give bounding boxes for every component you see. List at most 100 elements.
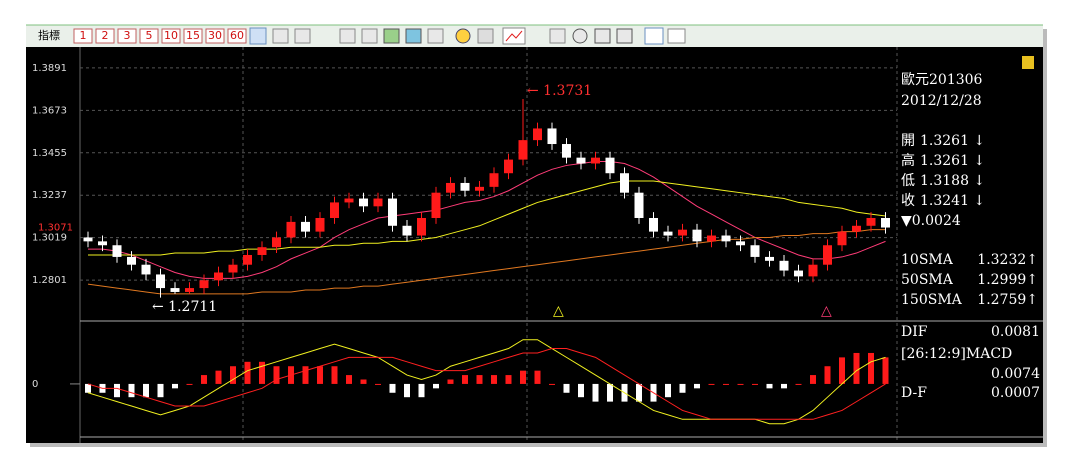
period-label[interactable]: 3 — [124, 29, 131, 42]
candle-body — [518, 140, 528, 160]
candle-body — [98, 241, 107, 246]
period-label[interactable]: 2 — [102, 29, 109, 42]
icon[interactable] — [572, 28, 588, 44]
period-button[interactable] — [139, 28, 159, 44]
histogram-bar — [259, 361, 265, 384]
icon[interactable] — [294, 28, 311, 44]
histogram-bar — [839, 357, 845, 384]
legend-name: DIF — [901, 324, 928, 340]
legend-value: 0.0007 — [991, 385, 1040, 401]
histogram-bar — [114, 383, 120, 398]
histogram-bar — [331, 366, 338, 384]
histogram-bar — [447, 379, 454, 384]
icon[interactable] — [361, 28, 378, 44]
period-label[interactable]: 60 — [230, 29, 244, 42]
histogram-bar — [549, 383, 555, 385]
histogram-bar — [418, 383, 425, 398]
candle-body — [765, 256, 774, 261]
candle-body — [127, 256, 136, 265]
legend-name: D-F — [901, 385, 927, 401]
histogram-bar — [404, 383, 410, 398]
candle-body — [417, 217, 426, 236]
histogram-bar — [578, 383, 584, 398]
histogram-bar — [781, 383, 787, 389]
histogram-bar — [491, 375, 497, 384]
icon[interactable] — [249, 27, 267, 45]
period-button[interactable] — [95, 28, 115, 44]
histogram-bar — [795, 383, 802, 385]
candle-body — [634, 192, 644, 218]
candle-body — [446, 182, 455, 193]
candle-body — [866, 217, 876, 226]
histogram-bar — [172, 383, 178, 389]
candle-body — [475, 186, 484, 191]
candle-body — [736, 241, 745, 246]
y-tick-label: 1.3891 — [32, 63, 67, 74]
histogram-bar — [215, 370, 222, 384]
candle-body — [243, 254, 252, 265]
toolbar-icons — [249, 27, 686, 45]
candle-body — [750, 245, 760, 257]
candle-body — [707, 235, 716, 242]
toolbar-label: 指標 — [38, 28, 60, 42]
candle-body — [286, 221, 296, 238]
period-label[interactable]: 30 — [208, 29, 222, 42]
icon[interactable] — [616, 28, 633, 44]
candle-body — [881, 217, 890, 228]
period-label[interactable]: 5 — [146, 29, 153, 42]
icon[interactable] — [339, 28, 356, 44]
period-button[interactable] — [183, 28, 203, 44]
icon[interactable] — [667, 28, 686, 44]
period-label[interactable]: 1 — [80, 29, 87, 42]
histogram-bar — [85, 383, 91, 393]
period-label[interactable]: 10 — [164, 29, 178, 42]
icon[interactable] — [405, 28, 422, 44]
candle-body — [547, 128, 557, 145]
indicator-line — [88, 180, 886, 256]
candle-body — [257, 247, 267, 255]
icon[interactable] — [594, 28, 611, 44]
candle-body — [170, 288, 180, 292]
period-button[interactable] — [117, 28, 137, 44]
legend-value: 1.3232↑ — [977, 252, 1038, 268]
candle-body — [359, 198, 368, 207]
histogram-bar — [389, 383, 396, 393]
signal-marker: △ — [553, 303, 564, 319]
ohlc-value: 1.3261 ↓ — [920, 153, 985, 169]
histogram-bar — [737, 383, 744, 385]
lock-icon[interactable] — [1022, 56, 1034, 69]
histogram-bar — [128, 383, 135, 398]
candle-body — [112, 245, 122, 257]
icon[interactable] — [427, 28, 444, 44]
candle-body — [315, 217, 325, 232]
period-button[interactable] — [161, 28, 181, 44]
candle-body — [199, 280, 209, 289]
candle-body — [272, 237, 281, 248]
y-tick-label: 1.3019 — [32, 233, 67, 244]
histogram-bar — [868, 352, 874, 384]
icon[interactable] — [549, 28, 566, 44]
icon[interactable] — [272, 28, 289, 44]
candle-body — [620, 173, 629, 193]
candle-body — [301, 221, 310, 232]
indicator-line — [87, 348, 886, 420]
histogram-bar — [317, 366, 323, 384]
candle-body — [373, 198, 383, 207]
icon[interactable] — [644, 27, 664, 45]
icon[interactable] — [383, 28, 400, 44]
histogram-bar — [186, 383, 193, 385]
candle-body — [504, 159, 513, 174]
period-button[interactable] — [227, 28, 247, 44]
period-label[interactable]: 15 — [186, 29, 200, 42]
y-tick-label: 1.3455 — [32, 148, 67, 159]
candle-body — [141, 264, 151, 275]
candle-body — [214, 272, 223, 281]
candle-body — [823, 245, 832, 265]
icon[interactable] — [477, 28, 494, 44]
histogram-bar — [607, 383, 613, 402]
ohlc-label: 收 — [901, 193, 915, 209]
candle-body — [591, 157, 600, 164]
period-button[interactable] — [73, 28, 93, 44]
icon[interactable] — [455, 28, 471, 44]
period-button[interactable] — [205, 28, 225, 44]
